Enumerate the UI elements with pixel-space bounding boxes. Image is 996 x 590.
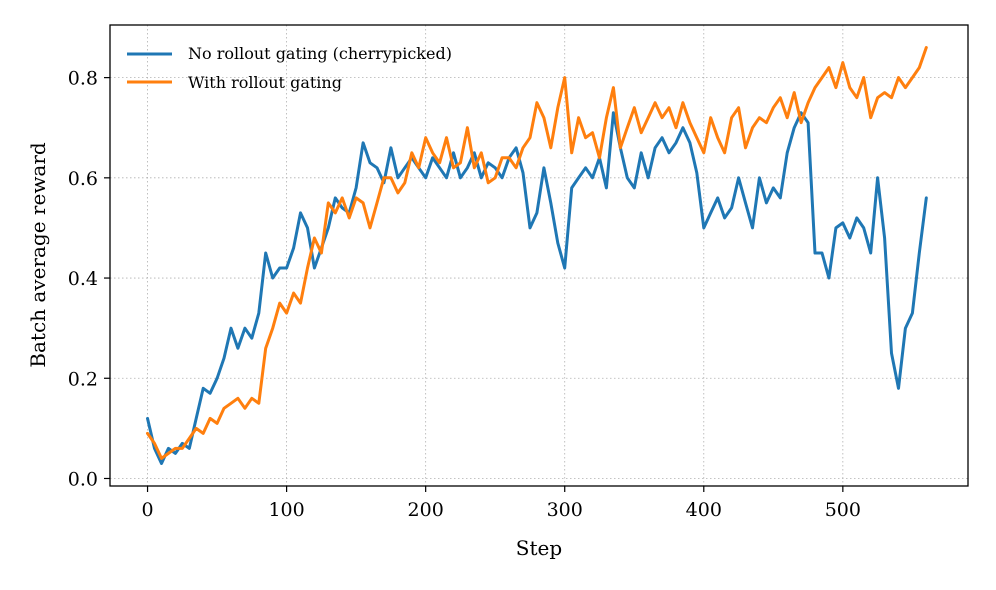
x-axis-title: Step [516, 536, 562, 560]
grid [110, 25, 968, 486]
legend-label-with-gating: With rollout gating [188, 73, 342, 92]
x-tick-label: 0 [141, 499, 153, 521]
x-tick-label: 200 [408, 499, 444, 521]
x-tick-label: 400 [686, 499, 722, 521]
x-tick-label: 500 [825, 499, 861, 521]
series-line-0 [146, 111, 928, 465]
series-line-1 [146, 46, 928, 460]
series-layer [146, 46, 928, 465]
plot-frame [109, 24, 969, 487]
x-tick-label: 300 [547, 499, 583, 521]
legend: No rollout gating (cherrypicked) With ro… [127, 44, 452, 92]
y-tick-label: 0.6 [68, 168, 98, 190]
y-tick-label: 0.4 [68, 268, 98, 290]
ticks: 0 100 200 300 400 500 0.0 0.2 0.4 0.6 0.8 [68, 68, 861, 521]
legend-label-no-gating: No rollout gating (cherrypicked) [188, 44, 452, 63]
y-axis-title: Batch average reward [26, 142, 50, 368]
y-tick-label: 0.8 [68, 68, 98, 90]
x-tick-label: 100 [268, 499, 304, 521]
y-tick-label: 0.0 [68, 468, 98, 490]
y-tick-label: 0.2 [68, 368, 98, 390]
